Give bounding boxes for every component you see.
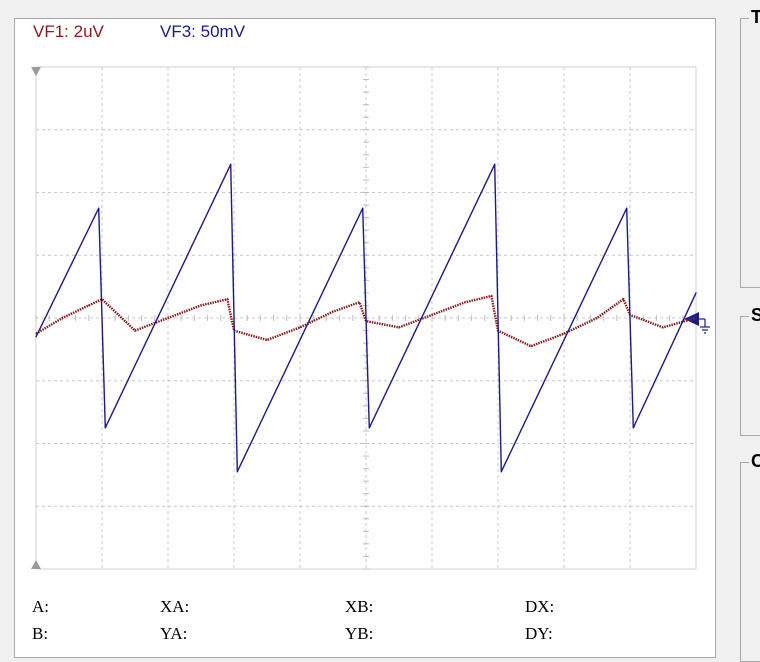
trace-point	[167, 317, 169, 319]
channel-vf3-label: VF3: 50mV	[160, 22, 246, 41]
groupbox-bottom-title: C	[749, 451, 760, 471]
markers	[31, 67, 710, 569]
oscilloscope-plot[interactable]	[0, 0, 760, 648]
trace-point	[626, 207, 628, 209]
traces	[35, 163, 697, 473]
ground-icon	[699, 318, 710, 334]
readout-a: A:	[32, 597, 49, 616]
readout-yb: YB:	[345, 624, 374, 643]
readout-dy: DY:	[525, 624, 553, 643]
trace-point	[88, 304, 90, 307]
trace-point	[490, 295, 492, 297]
readout-dx: DX:	[525, 597, 555, 616]
oscilloscope-panel	[14, 18, 716, 658]
trace-point	[362, 207, 364, 209]
trace-point	[368, 427, 370, 429]
trace-vf3	[35, 163, 697, 473]
trace-point	[494, 163, 496, 165]
trace-point	[358, 301, 360, 303]
trace-point	[530, 345, 532, 347]
trace-point	[500, 471, 502, 473]
trace-point	[35, 333, 37, 335]
trace-point	[662, 326, 664, 329]
groupbox-top: T	[740, 7, 760, 288]
trace-point	[236, 471, 238, 473]
trace-point	[695, 317, 697, 319]
trace-point	[622, 298, 625, 300]
top-limit-marker	[31, 67, 41, 76]
channel-vf1-label: VF1: 2uV	[33, 22, 104, 41]
trace-point	[200, 304, 202, 307]
groupbox-middle: S	[740, 305, 760, 436]
trace-point	[632, 427, 634, 429]
trace-vf1	[35, 294, 697, 348]
trace-point	[35, 336, 37, 338]
trace-point	[431, 314, 433, 316]
readout-ya: YA:	[160, 624, 188, 643]
groupbox-middle-title: S	[749, 305, 760, 325]
trace-point	[104, 427, 106, 429]
trace-point	[596, 317, 598, 319]
readout-xa: XA:	[160, 597, 190, 616]
readout-xb: XB:	[345, 597, 374, 616]
trace-point	[332, 311, 334, 313]
groupbox-bottom: C	[740, 451, 760, 662]
readout-b: B:	[32, 624, 49, 643]
trace-point	[61, 317, 64, 319]
trace-point	[464, 301, 466, 303]
trace-point	[226, 298, 228, 300]
trace-point	[266, 339, 268, 341]
trace-point	[695, 292, 697, 294]
trace-point	[299, 326, 301, 329]
trace-point	[563, 333, 565, 335]
trace-point	[98, 207, 100, 209]
trace-point	[398, 326, 400, 329]
grid	[35, 66, 697, 570]
trace-point	[230, 163, 232, 165]
groupbox-top-title: T	[749, 7, 760, 27]
bottom-limit-marker	[31, 560, 41, 569]
trace-point	[134, 329, 136, 332]
